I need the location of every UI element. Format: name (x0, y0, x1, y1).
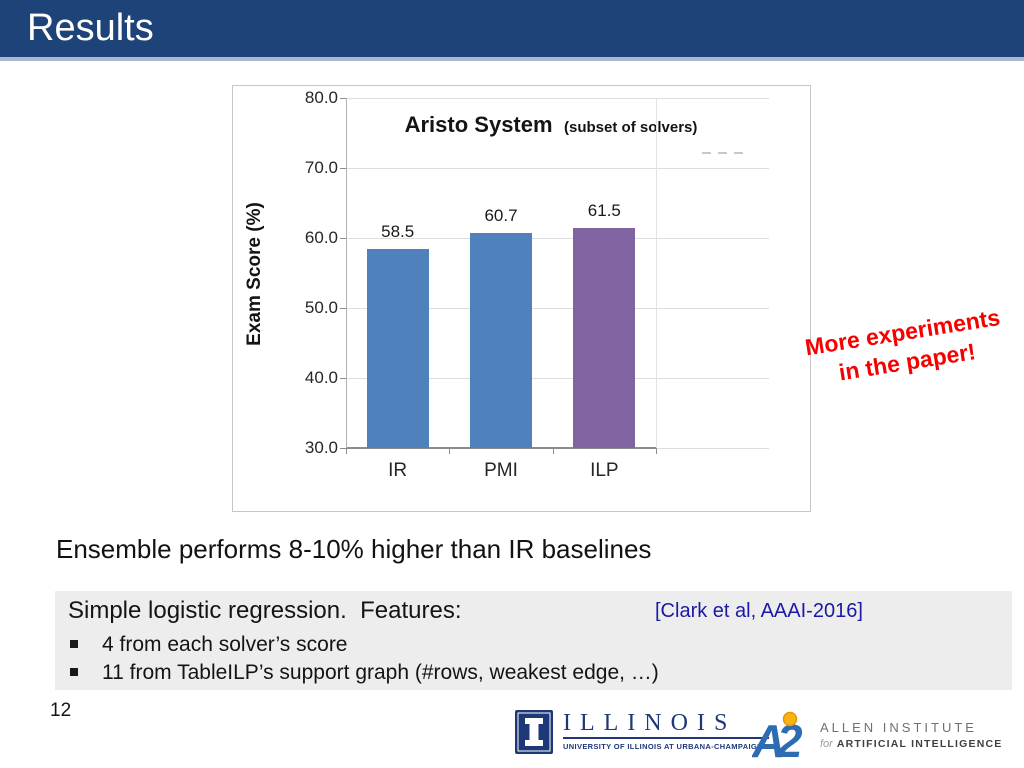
y-tick-label: 60.0 (304, 228, 338, 247)
y-tick (340, 238, 346, 239)
y-tick (340, 98, 346, 99)
feature-bullet-text: 4 from each solver’s score (102, 633, 348, 656)
y-tick-label: 70.0 (304, 158, 338, 177)
y-gridline (346, 378, 769, 379)
bar-value-label: 60.7 (484, 206, 518, 226)
illinois-shield-icon (515, 710, 553, 754)
x-tick (656, 448, 657, 454)
y-tick (340, 378, 346, 379)
chart-title-main: Aristo System (404, 112, 553, 137)
x-tick (346, 448, 347, 454)
ai2-logo: A 2 ALLEN INSTITUTE for ARTIFICIAL INTELL… (752, 708, 1003, 762)
y-gridline (346, 98, 769, 99)
bar (366, 248, 429, 448)
illinois-subtext: UNIVERSITY OF ILLINOIS AT URBANA-CHAMPAI… (563, 742, 763, 752)
illinois-rule (563, 737, 769, 740)
features-heading: Simple logistic regression. Features: (68, 597, 462, 624)
features-box: Simple logistic regression. Features: [C… (55, 591, 1012, 690)
y-tick-label: 30.0 (304, 438, 338, 457)
x-category-label: IR (388, 460, 408, 481)
chart-title: Aristo System (subset of solvers) (351, 112, 751, 138)
feature-bullet-item: 11 from TableILP’s support graph (#rows,… (68, 660, 659, 686)
bar-value-label: 61.5 (587, 200, 621, 220)
ai2-field-words: ARTIFICIAL INTELLIGENCE (836, 738, 1003, 750)
y-tick-label: 50.0 (304, 298, 338, 317)
obscured-label-remnant (702, 152, 762, 156)
y-tick-label: 80.0 (304, 88, 338, 107)
y-gridline (346, 238, 769, 239)
annotation-callout: More experiments in the paper! (783, 300, 1024, 396)
ai2-mark-icon: A 2 (752, 711, 803, 761)
y-tick (340, 448, 346, 449)
bar (573, 227, 636, 448)
illinois-logo: ILLINOIS UNIVERSITY OF ILLINOIS AT URBAN… (515, 710, 769, 760)
y-gridline (656, 448, 769, 449)
y-axis-line (346, 98, 347, 448)
y-tick (340, 308, 346, 309)
feature-bullet-item: 4 from each solver’s score (68, 632, 348, 658)
bar-chart: Aristo System (subset of solvers) Exam S… (232, 85, 811, 512)
ai2-text-block: ALLEN INSTITUTE for ARTIFICIAL INTELLIGEN… (820, 720, 1003, 750)
ai2-name-line: ALLEN INSTITUTE (820, 720, 977, 735)
y-tick-label: 40.0 (304, 368, 338, 387)
y-tick (340, 168, 346, 169)
feature-bullet-text: 11 from TableILP’s support graph (#rows,… (102, 661, 659, 684)
citation-text: [Clark et al, AAAI-2016] (655, 600, 863, 622)
bar (470, 233, 532, 448)
plot-right-border (656, 98, 657, 448)
slide-title: Results (27, 7, 154, 49)
illinois-wordmark: ILLINOIS (563, 710, 737, 736)
svg-text:A: A (752, 715, 785, 761)
x-category-label: PMI (484, 460, 518, 481)
illinois-wordmark-block: ILLINOIS UNIVERSITY OF ILLINOIS AT URBAN… (563, 710, 769, 751)
page-number: 12 (50, 700, 72, 721)
key-finding-text: Ensemble performs 8-10% higher than IR b… (56, 534, 652, 564)
bar-value-label: 58.5 (381, 221, 415, 241)
x-axis-line (346, 447, 656, 449)
x-category-label: ILP (590, 460, 619, 481)
square-bullet-icon (70, 668, 78, 676)
slide-title-bar: Results (0, 0, 1024, 61)
chart-title-suffix: (subset of solvers) (564, 119, 698, 136)
square-bullet-icon (70, 640, 78, 648)
ai2-tagline: for ARTIFICIAL INTELLIGENCE (820, 738, 1003, 750)
y-gridline (346, 308, 769, 309)
x-tick (449, 448, 451, 454)
y-gridline (346, 168, 769, 169)
ai2-for-word: for (820, 738, 833, 750)
x-tick (552, 448, 554, 454)
y-axis-title: Exam Score (%) (244, 202, 265, 346)
